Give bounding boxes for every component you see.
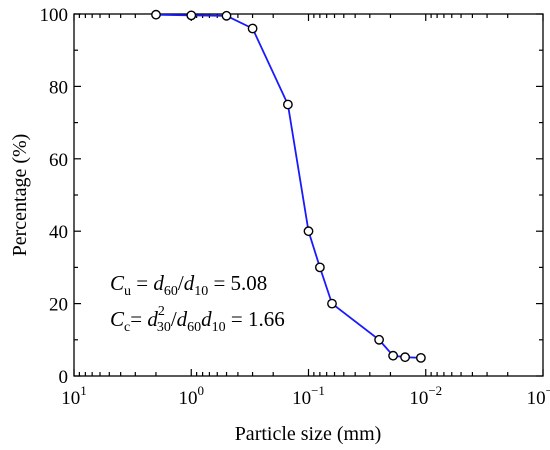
x-axis-label: Particle size (mm) [235, 423, 382, 445]
data-point [221, 10, 232, 21]
y-tick-label: 100 [40, 5, 69, 26]
x-tick-label: 10−3 [527, 383, 550, 409]
x-tick-label: 100 [179, 383, 205, 409]
data-point [314, 262, 325, 273]
data-point [327, 298, 337, 309]
data-point [247, 23, 258, 34]
x-tick-label: 10−1 [292, 383, 325, 409]
data-point [400, 352, 410, 363]
data-point [303, 226, 314, 237]
series-line [155, 13, 421, 359]
y-tick-label: 0 [59, 367, 69, 388]
data-point [415, 352, 426, 363]
annotation-cu: Cu = d60/d10 = 5.08 [110, 271, 267, 299]
data-point [388, 350, 398, 361]
y-tick-label: 60 [49, 150, 68, 171]
x-tick-label: 101 [61, 383, 87, 409]
data-point [282, 99, 293, 110]
data-point [186, 10, 197, 21]
annotation-cc: Cc= d2 30/d60d10 = 1.66 [110, 304, 285, 335]
data-point [374, 334, 384, 345]
data-point [151, 9, 161, 20]
data-points [151, 9, 426, 363]
y-axis-label: Percentage (%) [9, 134, 31, 257]
y-tick-label: 20 [49, 295, 68, 316]
axis-tick-labels: 101 100 10−1 10−2 10−3 0 20 40 60 80 100 [40, 5, 550, 409]
y-tick-label: 80 [49, 77, 68, 98]
x-tick-label: 10−2 [409, 383, 442, 409]
y-tick-label: 40 [49, 222, 68, 243]
